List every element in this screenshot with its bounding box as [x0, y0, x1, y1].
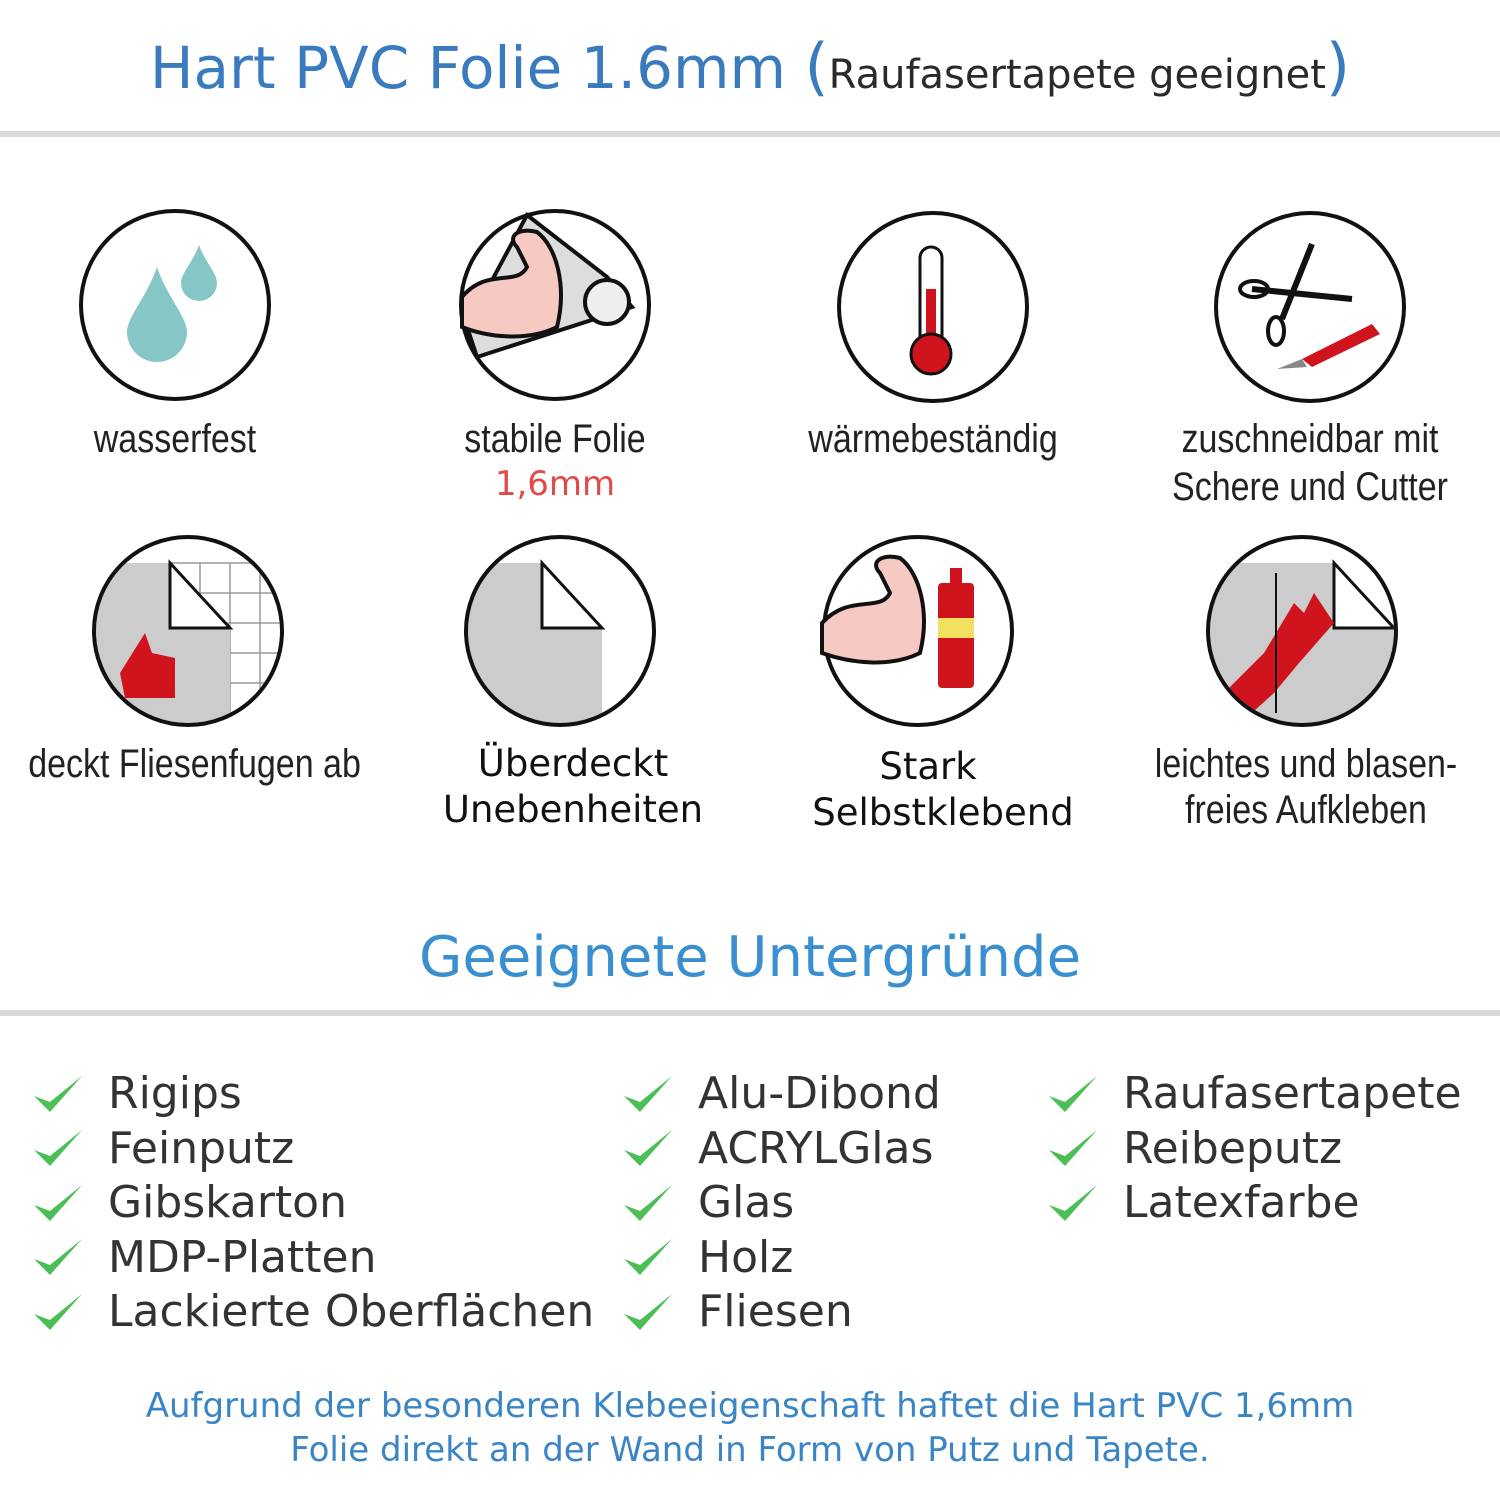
thermometer-icon	[837, 211, 1029, 403]
surface-label: Glas	[698, 1177, 795, 1228]
feature-label: Unebenheiten	[442, 788, 704, 831]
surface-label: Gibskarton	[108, 1177, 347, 1228]
surface-label: Fliesen	[698, 1286, 853, 1337]
surface-label: Feinputz	[108, 1122, 295, 1174]
check-icon	[1049, 1075, 1097, 1112]
footer-line: Aufgrund der besonderen Klebeeigenschaft…	[145, 1386, 1355, 1426]
check-icon	[34, 1293, 82, 1330]
title-main: Hart PVC Folie 1.6mm	[149, 34, 787, 102]
check-icon	[34, 1184, 82, 1221]
divider	[0, 131, 1500, 137]
feature-label: wasserfest	[93, 417, 257, 461]
surface-item: Holz	[622, 1232, 793, 1283]
feature-label: Stark	[879, 745, 977, 788]
surface-label: Reibeputz	[1123, 1122, 1343, 1174]
feature-label: Überdeckt	[477, 742, 669, 785]
surface-label: Raufasertapete	[1123, 1068, 1462, 1119]
check-icon	[624, 1293, 672, 1330]
surface-label: ACRYLGlas	[698, 1122, 934, 1174]
foil-sheet-icon	[464, 535, 656, 727]
surface-item: Latexfarbe	[1047, 1177, 1360, 1228]
check-icon	[1049, 1130, 1097, 1166]
water-drops-icon	[79, 209, 271, 401]
surface-label: Alu-Dibond	[698, 1068, 941, 1119]
strong-arm-foil-icon	[459, 209, 651, 401]
check-icon	[624, 1075, 672, 1112]
page-title: Hart PVC Folie 1.6mm (Raufasertapete gee…	[0, 30, 1500, 103]
surface-item: Reibeputz	[1047, 1123, 1342, 1174]
surface-item: Raufasertapete	[1047, 1068, 1462, 1119]
surface-item: Glas	[622, 1177, 794, 1228]
paren-open: (	[804, 30, 829, 103]
feature-label: freies Aufkleben	[1185, 788, 1427, 832]
check-icon	[624, 1130, 672, 1166]
tile-cover-thumbs-up-icon	[92, 535, 284, 727]
surface-label: Holz	[698, 1231, 794, 1283]
surface-label: MDP-Platten	[108, 1231, 377, 1283]
hand-smoothing-icon	[1206, 535, 1398, 727]
feature-detail: 1,6mm	[494, 464, 616, 504]
surface-item: Feinputz	[32, 1123, 294, 1174]
feature-label: Schere und Cutter	[1172, 465, 1448, 509]
surface-item: Gibskarton	[32, 1177, 347, 1228]
check-icon	[34, 1075, 82, 1112]
surface-item: ACRYLGlas	[622, 1123, 933, 1174]
check-icon	[1049, 1184, 1097, 1221]
paren-close: )	[1325, 30, 1351, 103]
check-icon	[624, 1239, 672, 1275]
surface-item: Rigips	[32, 1068, 242, 1119]
surface-label: Lackierte Oberflächen	[108, 1286, 595, 1337]
surface-item: Lackierte Oberflächen	[32, 1286, 594, 1337]
title-subtitle: Raufasertapete geeignet	[828, 52, 1326, 98]
surface-label: Rigips	[108, 1068, 242, 1119]
feature-label: Selbstklebend	[812, 791, 1074, 834]
feature-label: deckt Fliesenfugen ab	[28, 742, 361, 786]
feature-label: leichtes und blasen-	[1154, 742, 1458, 786]
feature-label: wärmebeständig	[808, 417, 1058, 461]
feature-label: zuschneidbar mit	[1181, 417, 1439, 461]
check-icon	[624, 1184, 672, 1221]
surface-item: Fliesen	[622, 1286, 853, 1337]
surface-item: Alu-Dibond	[622, 1068, 941, 1119]
scissors-cutter-icon	[1214, 211, 1406, 403]
feature-label: stabile Folie	[464, 417, 646, 461]
strong-arm-glue-icon	[820, 535, 1014, 727]
divider	[0, 1010, 1500, 1016]
surface-item: MDP-Platten	[32, 1232, 376, 1283]
check-icon	[34, 1130, 82, 1166]
surface-label: Latexfarbe	[1123, 1177, 1360, 1228]
section-title: Geeignete Untergründe	[418, 925, 1082, 990]
check-icon	[34, 1239, 82, 1275]
footer-line: Folie direkt an der Wand in Form von Put…	[290, 1430, 1210, 1470]
